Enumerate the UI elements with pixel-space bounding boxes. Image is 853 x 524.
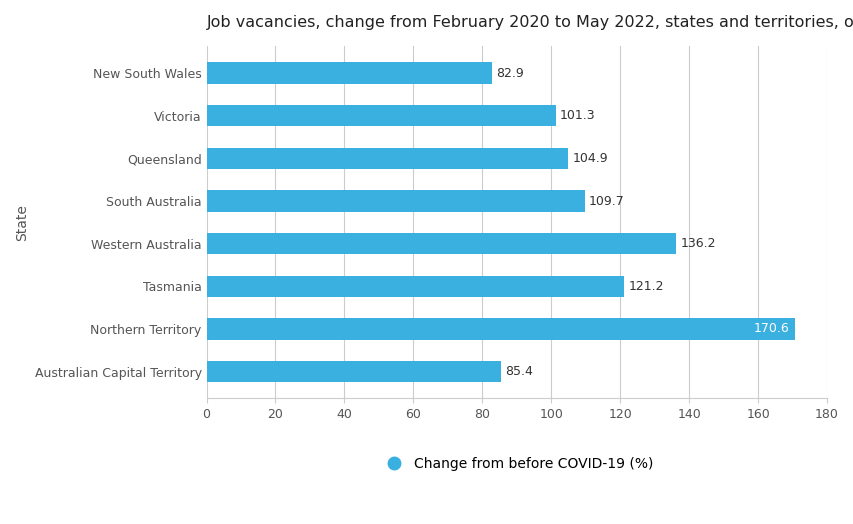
Bar xyxy=(206,361,501,383)
Bar xyxy=(206,233,676,254)
Bar xyxy=(206,276,624,297)
Bar xyxy=(206,62,491,84)
Bar xyxy=(206,105,555,126)
Bar xyxy=(206,318,794,340)
Bar xyxy=(206,190,584,212)
Text: 101.3: 101.3 xyxy=(560,109,595,122)
Text: 104.9: 104.9 xyxy=(572,152,607,165)
Text: 85.4: 85.4 xyxy=(504,365,532,378)
Text: 82.9: 82.9 xyxy=(496,67,524,80)
Text: 121.2: 121.2 xyxy=(628,280,664,293)
Text: 170.6: 170.6 xyxy=(753,322,788,335)
Legend: Change from before COVID-19 (%): Change from before COVID-19 (%) xyxy=(374,451,659,476)
Text: 109.7: 109.7 xyxy=(589,194,624,208)
Y-axis label: State: State xyxy=(15,204,29,241)
Text: Job vacancies, change from February 2020 to May 2022, states and territories, or: Job vacancies, change from February 2020… xyxy=(206,15,853,30)
Text: 136.2: 136.2 xyxy=(679,237,715,250)
Bar xyxy=(206,148,567,169)
